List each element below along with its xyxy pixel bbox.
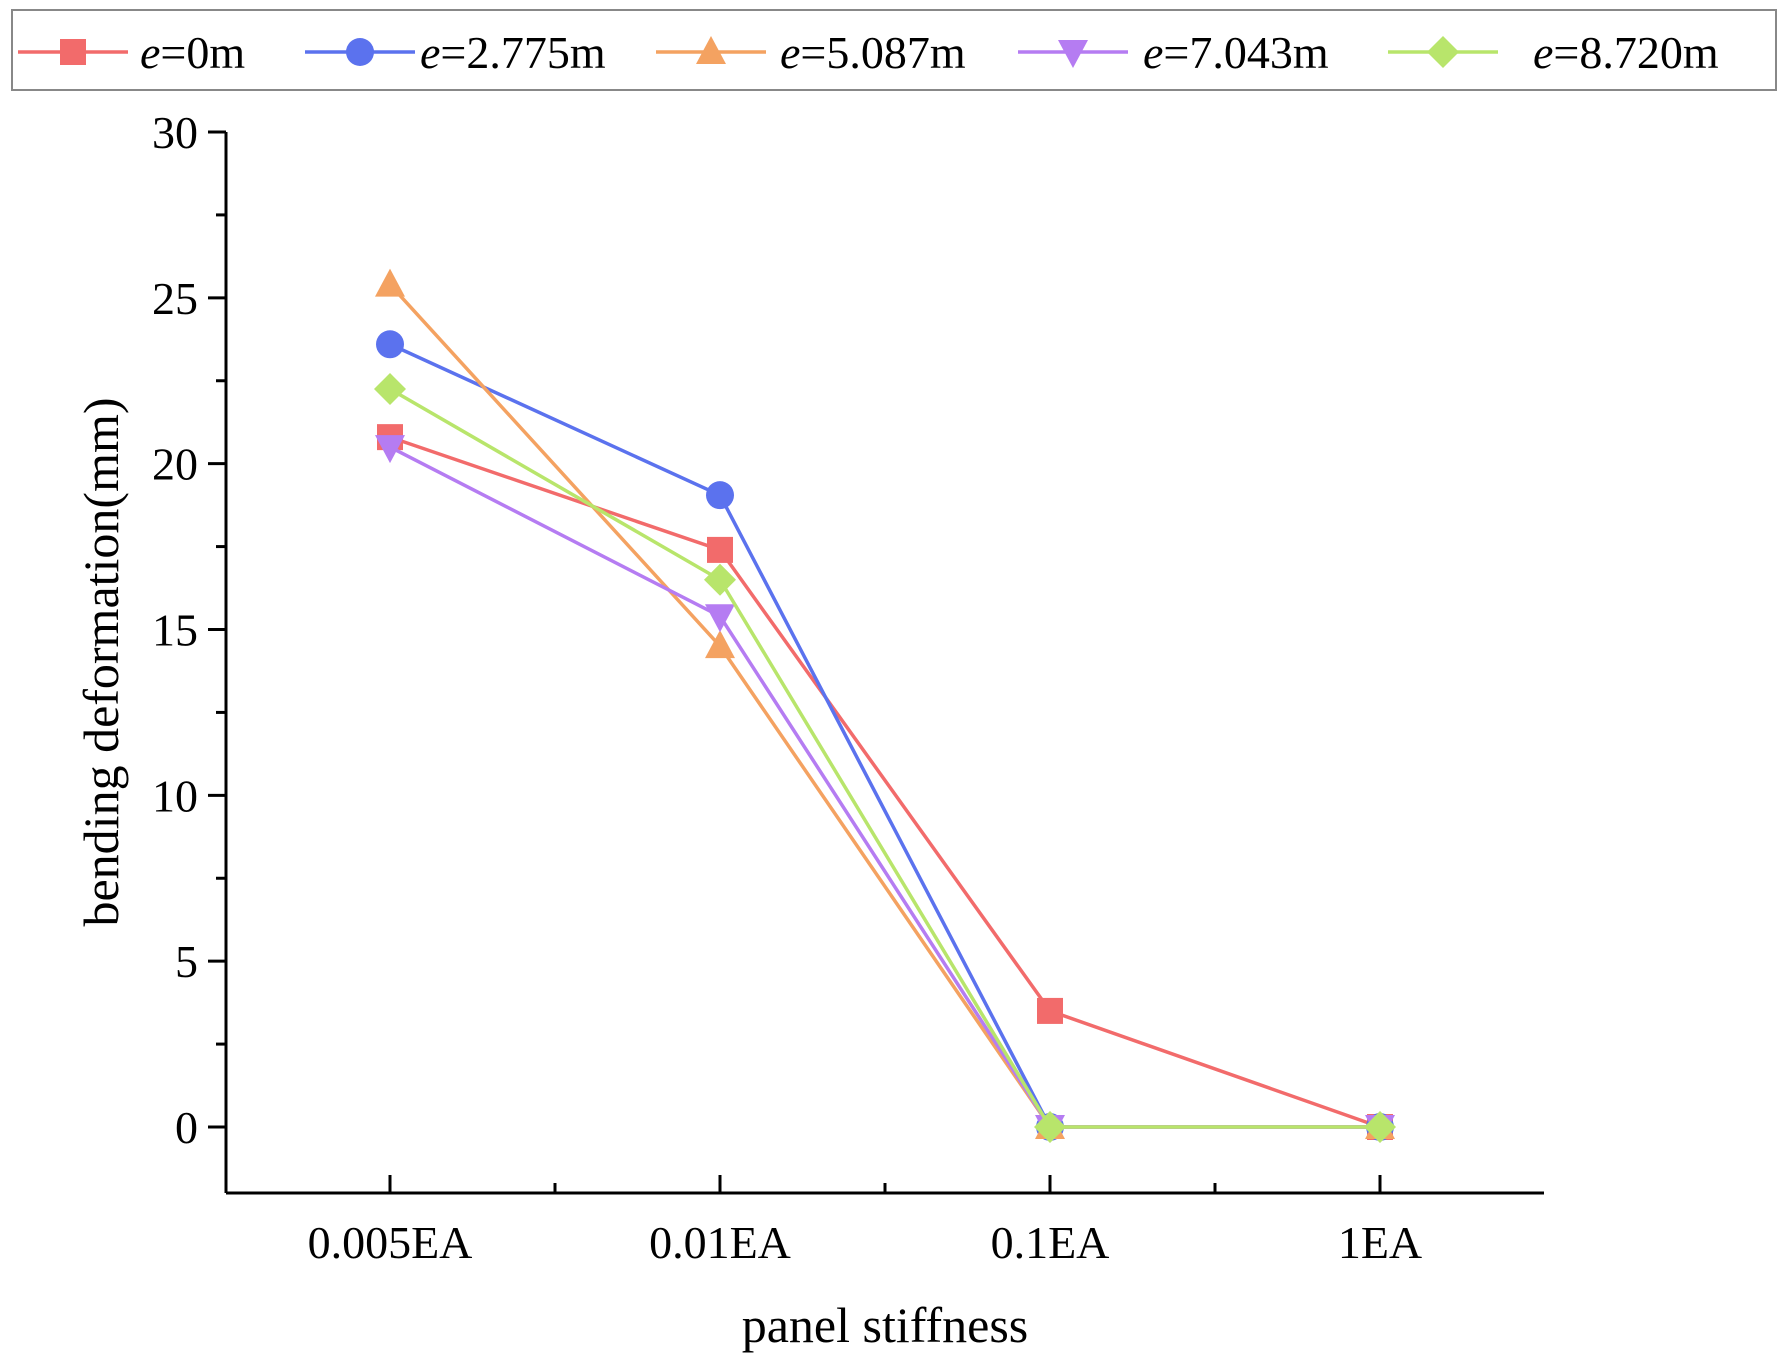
legend-marker-square [60,39,86,65]
series-line [389,342,1380,1129]
data-point-triangle-down [705,604,735,633]
y-tick-label: 20 [152,439,198,490]
x-tick-label: 1EA [1338,1217,1422,1268]
legend-marker-diamond [1427,36,1459,68]
x-tick-label: 0.1EA [991,1217,1110,1268]
y-tick-label: 30 [152,107,198,158]
legend-label: e=7.043m [1143,27,1329,78]
legend-item: e=8.720m [1388,27,1719,78]
y-tick-label: 5 [175,936,198,987]
legend-marker-circle [346,38,374,66]
axes: 0 5 10 15 20 25 30 0.005EA 0.01EA 0.1EA 1EA [152,107,1544,1268]
legend-label: e=0m [140,27,245,78]
legend-label: e=8.720m [1533,27,1719,78]
data-point-circle [376,330,404,359]
y-tick-label: 10 [152,770,198,821]
legend-item: e=0m [18,27,245,78]
series-line [389,387,1380,1129]
legend: e=0m e=2.775m e=5.087m e=7.043m e=8.720m [11,9,1777,91]
legend-item: e=5.087m [656,27,966,78]
series-line [389,445,1380,1129]
y-tick-label: 15 [152,605,198,656]
data-point-triangle-down [375,435,405,464]
series-1 [377,424,1393,1140]
series-line [389,435,1381,1129]
x-tick-label: 0.01EA [649,1217,791,1268]
data-point-diamond [704,563,736,596]
y-tick-label: 0 [175,1102,198,1153]
data-point-diamond [1364,1111,1396,1143]
x-tick-label: 0.005EA [308,1217,473,1268]
data-point-circle [706,481,734,510]
series-layer [374,268,1396,1143]
legend-label: e=5.087m [780,27,966,78]
data-point-square [1037,997,1063,1024]
series-2 [376,330,1394,1141]
data-point-triangle-up [375,268,405,297]
y-axis-title: bending deformation(mm) [73,397,129,926]
legend-marker-triangle-down [1058,40,1088,68]
legend-item: e=2.775m [305,27,606,78]
data-point-triangle-up [705,630,735,659]
data-point-square [707,536,733,563]
y-tick-label: 25 [152,273,198,324]
legend-marker-triangle-up [696,36,726,64]
data-point-diamond [374,373,406,406]
x-axis-title: panel stiffness [742,1297,1029,1353]
legend-item: e=7.043m [1018,27,1329,78]
legend-label: e=2.775m [420,27,606,78]
series-4 [375,435,1395,1143]
data-point-diamond [1034,1111,1066,1143]
series-5 [374,373,1396,1143]
legend-frame [11,9,1777,91]
series-3 [375,268,1395,1139]
